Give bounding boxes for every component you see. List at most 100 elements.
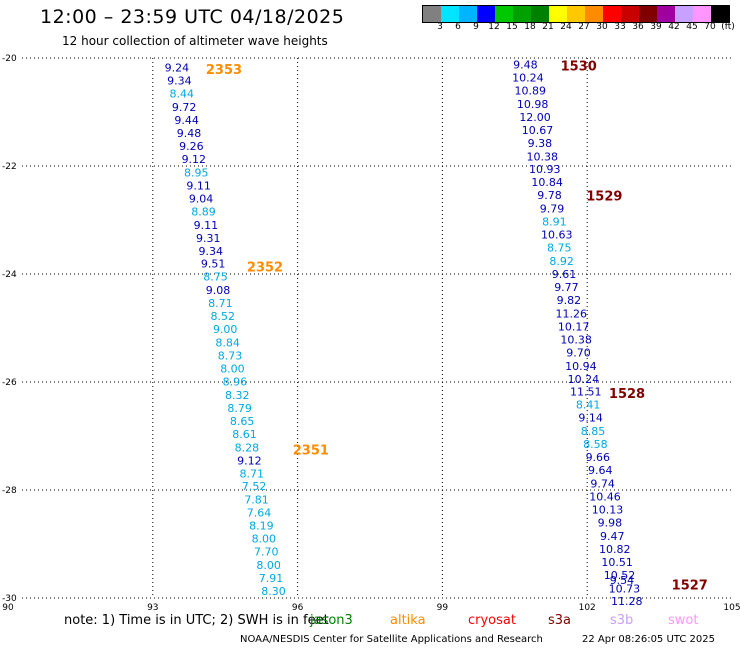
wave-height-value: 9.12 <box>237 454 262 467</box>
wave-height-value: 8.73 <box>218 350 243 363</box>
wave-height-value: 9.34 <box>167 75 192 88</box>
wave-height-value: 10.51 <box>601 556 633 569</box>
wave-height-value: 9.77 <box>554 281 579 294</box>
legend-label: 21 <box>542 22 554 32</box>
legend-label: 18 <box>524 22 536 32</box>
pass-time-label: 1530 <box>561 60 597 75</box>
pass-time-label: 2353 <box>206 63 242 78</box>
wave-height-value: 10.93 <box>529 163 561 176</box>
legend-label: 36 <box>632 22 644 32</box>
wave-height-value: 8.92 <box>549 255 574 268</box>
wave-height-value: 11.51 <box>570 386 602 399</box>
legend-swatch <box>531 6 549 22</box>
wave-height-value: 10.63 <box>541 229 573 242</box>
y-tick-label: -22 <box>2 162 17 172</box>
wave-height-value: 10.84 <box>531 176 563 189</box>
wave-height-value: 9.64 <box>588 464 613 477</box>
wave-height-value: 10.13 <box>592 503 624 516</box>
legend-swatch <box>693 6 711 22</box>
legend-label: 42 <box>668 22 680 32</box>
legend-label: 9 <box>473 22 479 32</box>
wave-height-value: 9.48 <box>177 127 202 140</box>
wave-height-value: 8.00 <box>256 559 281 572</box>
pass-time-label: 1529 <box>586 190 622 205</box>
legend-label: 33 <box>614 22 626 32</box>
wave-height-value: 9.47 <box>600 530 625 543</box>
generated-timestamp: 22 Apr 08:26:05 UTC 2025 <box>582 634 715 645</box>
wave-height-value: 8.00 <box>252 533 277 546</box>
x-tick-label: 96 <box>292 603 304 613</box>
x-tick-label: 93 <box>147 603 158 613</box>
legend-label: 12 <box>488 22 500 32</box>
y-tick-label: -30 <box>2 594 17 604</box>
wave-height-value: 11.28 <box>611 595 643 608</box>
legend-label: 70 <box>704 22 716 32</box>
wave-height-value: 9.72 <box>172 101 197 114</box>
legend-swatch <box>675 6 693 22</box>
color-scale-legend <box>422 5 730 23</box>
wave-height-value: 8.95 <box>184 166 209 179</box>
axis-ticks: 90 93 96 99 102 105 -20 -22 -24 -26 -28 -30 <box>2 54 740 613</box>
wave-height-value: 8.44 <box>170 88 195 101</box>
legend-swatch <box>423 6 441 22</box>
wave-height-value: 7.91 <box>259 572 284 585</box>
y-tick-label: -20 <box>2 54 17 64</box>
pass-time-label: 2351 <box>293 444 329 459</box>
legend-swatch <box>477 6 495 22</box>
wave-height-value: 9.11 <box>186 179 211 192</box>
wave-height-value: 8.71 <box>208 297 233 310</box>
wave-height-value: 10.17 <box>558 320 590 333</box>
legend-swatch <box>657 6 675 22</box>
wave-height-value: 9.26 <box>179 140 204 153</box>
wave-height-value: 10.98 <box>517 98 549 111</box>
legend-swatch <box>621 6 639 22</box>
footer-note: note: 1) Time is in UTC; 2) SWH is in fe… <box>64 613 329 628</box>
data-points: 9.249.348.449.729.449.489.269.128.959.11… <box>165 58 643 608</box>
legend-swatch <box>513 6 531 22</box>
wave-height-value: 8.79 <box>227 402 252 415</box>
wave-height-value: 9.04 <box>189 192 214 205</box>
wave-height-value: 9.61 <box>552 268 577 281</box>
color-scale-labels: 3 6 9 12 15 18 21 24 27 30 33 36 39 42 45 70 (ft) <box>422 22 735 34</box>
wave-height-value: 9.24 <box>165 62 190 75</box>
legend-swatch <box>711 6 729 22</box>
time-labels: 2353 2352 2351 1530 1529 1528 1527 <box>206 60 708 594</box>
wave-height-value: 7.70 <box>254 546 279 559</box>
x-tick-label: 90 <box>2 603 14 613</box>
x-tick-label: 102 <box>579 603 596 613</box>
wave-height-value: 9.44 <box>174 114 199 127</box>
satellite-cryosat: cryosat <box>468 613 516 628</box>
wave-height-value: 9.66 <box>586 451 611 464</box>
wave-height-value: 8.19 <box>249 520 274 533</box>
wave-height-value: 9.11 <box>194 219 219 232</box>
y-tick-label: -28 <box>2 486 17 496</box>
wave-height-value: 12.00 <box>519 111 551 124</box>
legend-label: 15 <box>506 22 518 32</box>
wave-height-value: 9.00 <box>213 323 238 336</box>
wave-height-value: 8.00 <box>220 363 245 376</box>
y-tick-label: -24 <box>2 270 17 280</box>
wave-height-value: 9.14 <box>578 412 603 425</box>
y-tick-label: -26 <box>2 378 17 388</box>
legend-label: 45 <box>686 22 698 32</box>
wave-height-value: 10.24 <box>512 71 544 84</box>
legend-swatch <box>603 6 621 22</box>
wave-height-value: 10.67 <box>522 124 554 137</box>
wave-height-value: 8.61 <box>232 428 257 441</box>
satellite-altika: altika <box>390 613 426 628</box>
page-subtitle: 12 hour collection of altimeter wave hei… <box>62 34 328 48</box>
wave-height-value: 8.71 <box>239 467 264 480</box>
wave-height-value: 9.38 <box>528 137 553 150</box>
wave-height-value: 10.38 <box>560 333 592 346</box>
wave-height-value: 8.28 <box>235 441 260 454</box>
wave-height-value: 8.52 <box>211 310 236 323</box>
wave-height-value: 8.96 <box>223 375 248 388</box>
wave-height-value: 10.94 <box>565 360 597 373</box>
x-tick-label: 105 <box>723 603 740 613</box>
wave-height-value: 9.12 <box>182 153 207 166</box>
legend-swatch <box>567 6 585 22</box>
legend-label: 27 <box>578 22 590 32</box>
wave-height-value: 8.58 <box>583 438 608 451</box>
